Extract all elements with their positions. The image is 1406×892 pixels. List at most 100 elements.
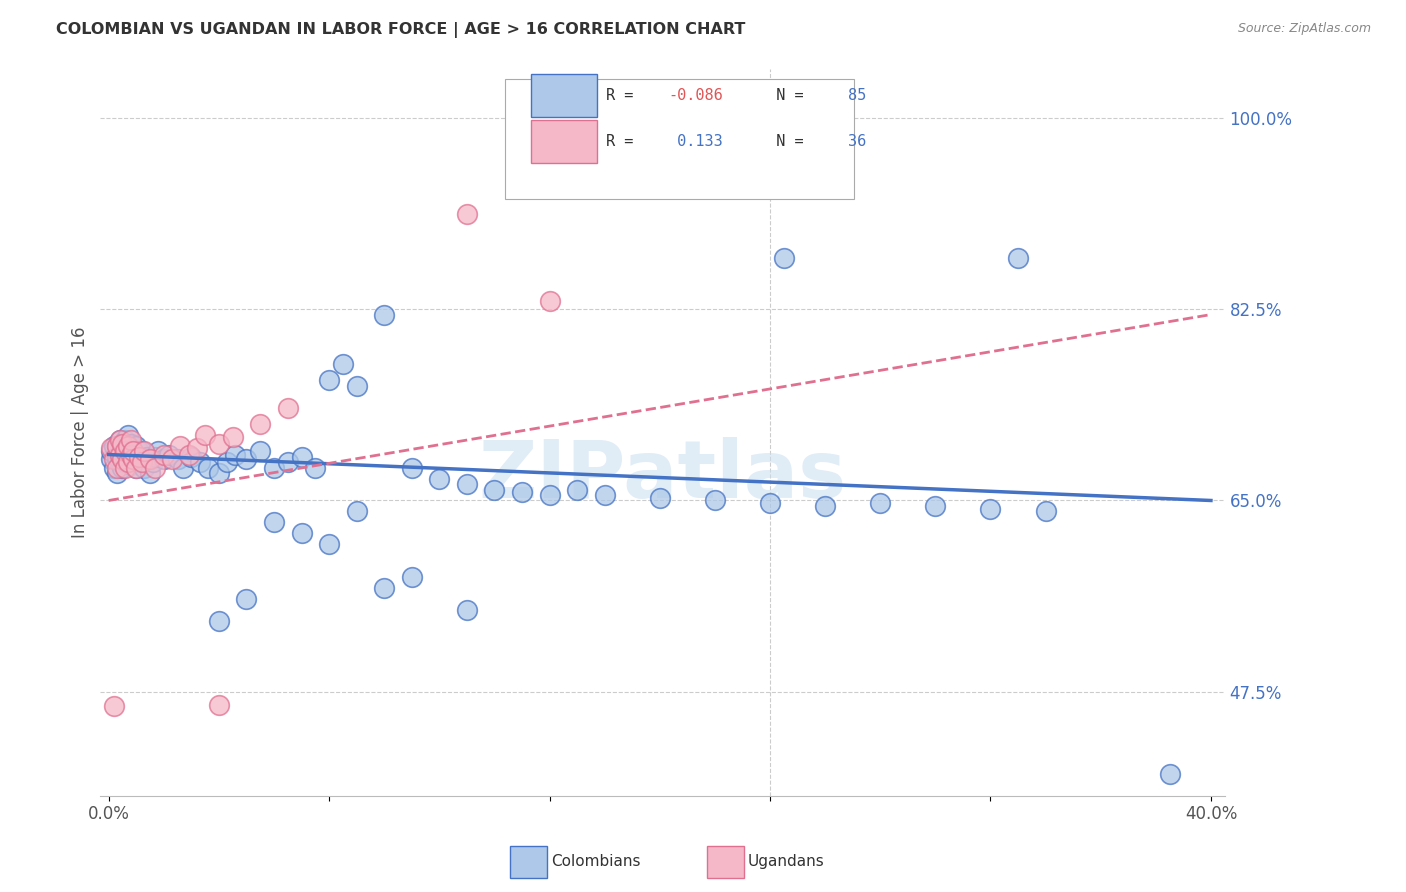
Point bbox=[139, 466, 162, 480]
Point bbox=[103, 439, 125, 453]
Y-axis label: In Labor Force | Age > 16: In Labor Force | Age > 16 bbox=[72, 326, 89, 538]
Text: ZIPatlas: ZIPatlas bbox=[478, 437, 846, 515]
Point bbox=[131, 451, 153, 466]
Point bbox=[108, 444, 131, 458]
Point bbox=[456, 477, 478, 491]
Point bbox=[117, 451, 139, 466]
Point bbox=[235, 451, 257, 466]
Point bbox=[318, 537, 340, 551]
Point bbox=[108, 448, 131, 462]
Point bbox=[177, 448, 200, 462]
Point bbox=[108, 434, 131, 448]
Point bbox=[145, 460, 167, 475]
Text: 36: 36 bbox=[848, 134, 866, 149]
Point bbox=[373, 581, 395, 595]
Point bbox=[125, 439, 148, 453]
Point bbox=[117, 455, 139, 469]
Point bbox=[510, 484, 533, 499]
Point bbox=[290, 526, 312, 541]
Text: N =: N = bbox=[758, 134, 813, 149]
Point bbox=[105, 450, 128, 464]
Text: N =: N = bbox=[758, 88, 813, 103]
Point bbox=[103, 699, 125, 714]
Point bbox=[131, 455, 153, 469]
Point bbox=[263, 516, 285, 530]
Point bbox=[157, 448, 180, 462]
Point bbox=[484, 483, 506, 497]
Point bbox=[111, 436, 134, 450]
Point bbox=[924, 499, 946, 513]
Point bbox=[139, 451, 162, 466]
Point bbox=[120, 448, 142, 462]
Point bbox=[134, 444, 156, 458]
Point bbox=[332, 357, 354, 371]
Point bbox=[114, 444, 136, 458]
Point bbox=[277, 401, 299, 415]
Point bbox=[1159, 767, 1181, 781]
Point bbox=[122, 451, 145, 466]
Point bbox=[759, 496, 782, 510]
Point bbox=[111, 451, 134, 466]
Text: R =: R = bbox=[606, 88, 643, 103]
Point bbox=[194, 428, 217, 442]
Point bbox=[152, 451, 174, 466]
Point bbox=[401, 460, 423, 475]
Point bbox=[142, 455, 165, 469]
Point bbox=[979, 502, 1001, 516]
Point bbox=[114, 434, 136, 448]
Point bbox=[160, 451, 183, 466]
Point bbox=[117, 439, 139, 453]
Point bbox=[235, 591, 257, 606]
Point bbox=[111, 448, 134, 462]
Point bbox=[145, 450, 167, 464]
Point bbox=[120, 458, 142, 473]
Point bbox=[103, 451, 125, 466]
Point bbox=[120, 448, 142, 462]
Point bbox=[100, 441, 122, 455]
Text: R =: R = bbox=[606, 134, 643, 149]
Point bbox=[125, 460, 148, 475]
Point bbox=[648, 491, 671, 506]
Point bbox=[186, 441, 208, 455]
Point bbox=[538, 294, 561, 309]
Point bbox=[117, 441, 139, 455]
Point bbox=[180, 450, 202, 464]
Text: Ugandans: Ugandans bbox=[748, 855, 825, 869]
FancyBboxPatch shape bbox=[531, 74, 598, 117]
Point bbox=[166, 451, 188, 466]
Point bbox=[217, 455, 239, 469]
Point bbox=[249, 417, 271, 431]
Point bbox=[401, 570, 423, 584]
Point bbox=[304, 460, 326, 475]
Text: COLOMBIAN VS UGANDAN IN LABOR FORCE | AGE > 16 CORRELATION CHART: COLOMBIAN VS UGANDAN IN LABOR FORCE | AG… bbox=[56, 22, 745, 38]
Point bbox=[221, 430, 243, 444]
Point bbox=[122, 444, 145, 458]
Point bbox=[869, 496, 891, 510]
Point bbox=[1035, 504, 1057, 518]
Point bbox=[117, 428, 139, 442]
Point bbox=[134, 460, 156, 475]
Point bbox=[318, 373, 340, 387]
Point bbox=[108, 455, 131, 469]
Point bbox=[1007, 251, 1029, 265]
Point bbox=[208, 436, 231, 450]
Point bbox=[125, 450, 148, 464]
Point bbox=[128, 450, 150, 464]
Point bbox=[538, 488, 561, 502]
Point bbox=[814, 499, 837, 513]
Point bbox=[188, 455, 211, 469]
Point bbox=[152, 448, 174, 462]
Point bbox=[100, 444, 122, 458]
Point bbox=[122, 444, 145, 458]
Point bbox=[105, 439, 128, 453]
Point bbox=[114, 455, 136, 469]
Point bbox=[148, 444, 170, 458]
Point bbox=[169, 439, 191, 453]
Point bbox=[346, 504, 368, 518]
Point bbox=[111, 439, 134, 453]
Point bbox=[593, 488, 616, 502]
Point bbox=[290, 450, 312, 464]
Point bbox=[249, 444, 271, 458]
Point bbox=[208, 614, 231, 628]
FancyBboxPatch shape bbox=[505, 79, 853, 200]
